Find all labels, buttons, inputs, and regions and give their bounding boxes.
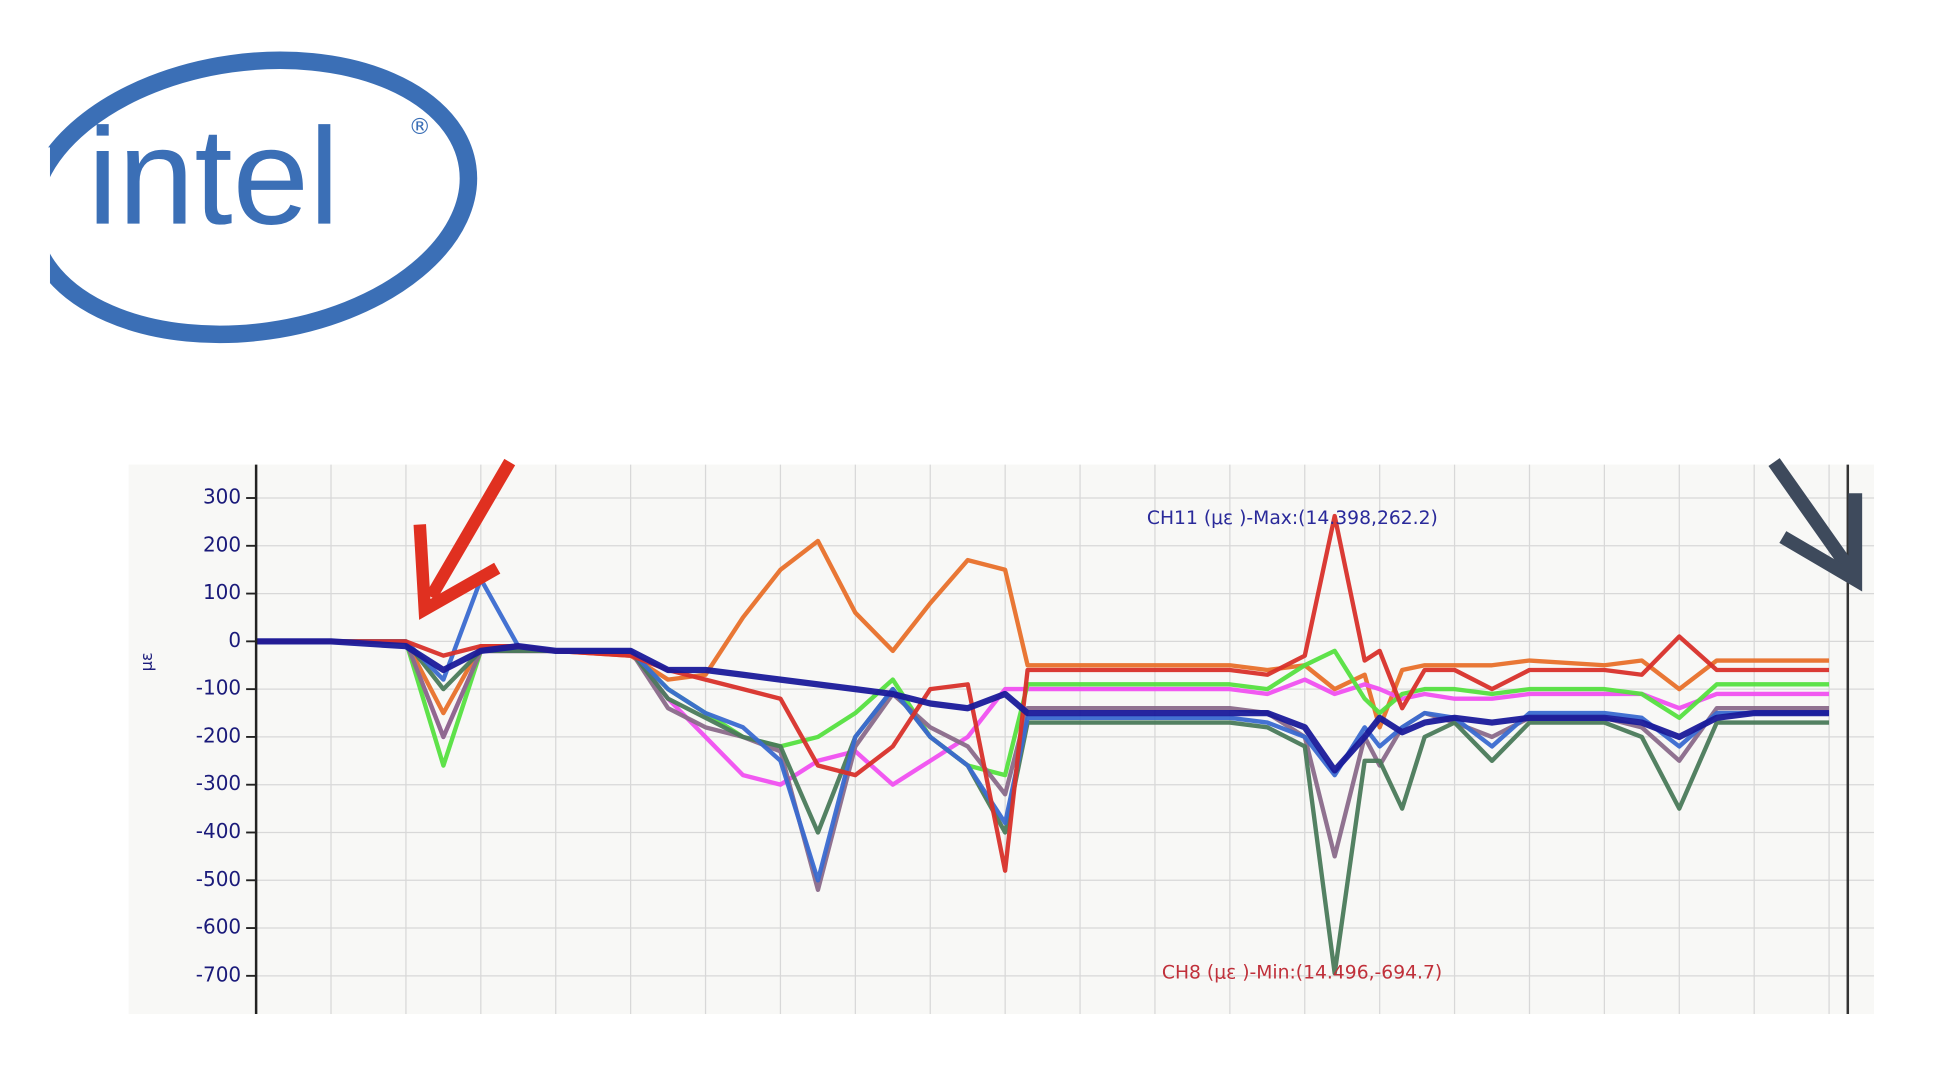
gray-arrow bbox=[1768, 458, 1863, 592]
y-tick-label: -300 bbox=[196, 771, 241, 795]
arrow-shaft bbox=[425, 458, 516, 601]
y-tick-label: 200 bbox=[203, 532, 241, 556]
logo-text: intel bbox=[87, 101, 339, 254]
lines bbox=[256, 513, 1830, 976]
y-tick-label: 100 bbox=[203, 580, 241, 604]
logo-registered: ® bbox=[409, 114, 431, 140]
arrow-head bbox=[1779, 493, 1863, 592]
y-tick-label: -200 bbox=[196, 723, 241, 747]
plot-background bbox=[128, 464, 1875, 1015]
y-axis-label: με bbox=[137, 652, 156, 671]
logo-gap bbox=[12, 147, 50, 298]
intel-logo: intel ® bbox=[12, 51, 478, 344]
arrow-head bbox=[413, 524, 501, 620]
red-arrow bbox=[413, 458, 516, 620]
max-annotation: CH11 (με )-Max:(14.398,262.2) bbox=[1147, 508, 1438, 529]
min-annotation: CH8 (με )-Min:(14.496,-694.7) bbox=[1162, 962, 1442, 983]
y-tick-label: 0 bbox=[228, 628, 241, 652]
y-tick-label: 300 bbox=[203, 485, 241, 509]
series-line bbox=[256, 638, 1830, 774]
arrow-shaft bbox=[1768, 458, 1858, 576]
y-tick-label: -400 bbox=[196, 819, 241, 843]
y-tick-label: -100 bbox=[196, 676, 241, 700]
y-tick-label: -700 bbox=[196, 962, 241, 986]
y-tick-label: -600 bbox=[196, 915, 241, 939]
y-tick-label: -500 bbox=[196, 867, 241, 891]
